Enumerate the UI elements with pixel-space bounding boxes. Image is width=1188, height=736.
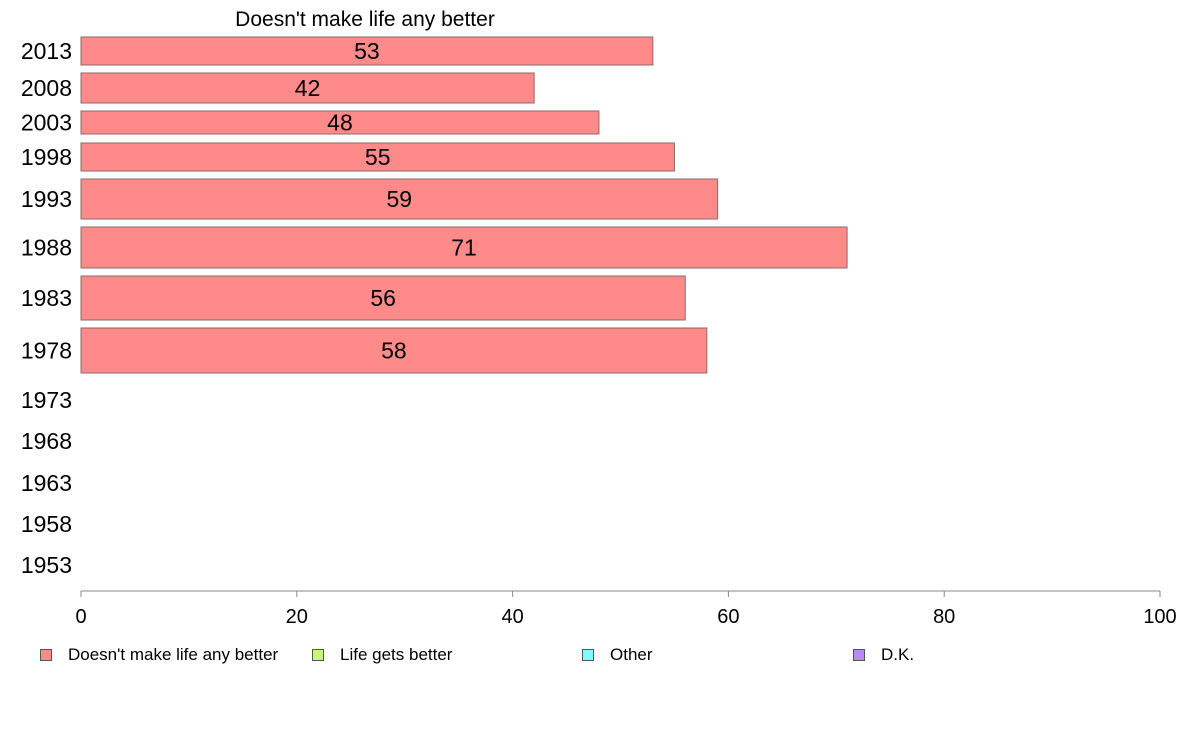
x-tick-label-80: 80 <box>933 606 955 628</box>
x-tick-label-40: 40 <box>501 606 523 628</box>
x-axis: 0 20 40 60 80 100 <box>75 590 1177 628</box>
y-tick-label-1998: 1998 <box>21 144 72 170</box>
y-tick-label-1983: 1983 <box>21 285 72 311</box>
legend-swatch-other <box>582 649 594 661</box>
y-tick-label-2008: 2008 <box>21 75 72 101</box>
y-tick-label-1968: 1968 <box>21 428 72 454</box>
data-label-1983: 56 <box>370 285 396 311</box>
y-tick-label-1973: 1973 <box>21 387 72 413</box>
bar-1993 <box>80 178 719 220</box>
data-label-1993: 59 <box>387 186 413 212</box>
y-tick-label-2003: 2003 <box>21 110 72 136</box>
data-label-1978: 58 <box>381 338 407 364</box>
y-tick-label-2013: 2013 <box>21 38 72 64</box>
bar-1998 <box>80 142 675 172</box>
legend-label-doesnt-make-life-better: Doesn't make life any better <box>68 645 279 664</box>
legend-item-doesnt-make-life-better: Doesn't make life any better <box>40 644 278 666</box>
bar-1983 <box>80 275 686 321</box>
data-label-2013: 53 <box>354 38 380 64</box>
legend-item-life-gets-better: Life gets better <box>312 644 452 666</box>
data-label-1998: 55 <box>365 144 391 170</box>
y-tick-label-1988: 1988 <box>21 235 72 261</box>
legend-swatch-life-gets-better <box>312 649 324 661</box>
y-tick-label-1993: 1993 <box>21 186 72 212</box>
legend-label-life-gets-better: Life gets better <box>340 645 453 664</box>
data-label-2008: 42 <box>295 75 321 101</box>
bar-2013 <box>80 36 654 66</box>
legend-item-other: Other <box>582 644 653 666</box>
bar-2008 <box>80 72 535 104</box>
x-tick-label-100: 100 <box>1143 606 1176 628</box>
y-tick-label-1978: 1978 <box>21 338 72 364</box>
bar-2003 <box>80 110 600 135</box>
x-tick-label-60: 60 <box>717 606 739 628</box>
y-axis-labels: 2013 2008 2003 1998 1993 1988 1983 1978 1973 1968… <box>21 38 72 578</box>
legend: Doesn't make life any better Life gets b… <box>0 644 1188 666</box>
y-tick-label-1963: 1963 <box>21 470 72 496</box>
legend-item-dk: D.K. <box>853 644 914 666</box>
y-tick-label-1958: 1958 <box>21 511 72 537</box>
legend-label-dk: D.K. <box>881 645 915 664</box>
x-tick-label-20: 20 <box>286 606 308 628</box>
data-label-2003: 48 <box>327 110 353 136</box>
bar-1978 <box>80 327 708 374</box>
legend-swatch-dk <box>853 649 865 661</box>
legend-swatch-doesnt-make-life-better <box>40 649 52 661</box>
bar-1988 <box>80 226 848 269</box>
x-tick-label-0: 0 <box>75 606 86 628</box>
y-tick-label-1953: 1953 <box>21 552 72 578</box>
data-label-1988: 71 <box>451 235 477 261</box>
chart-title: Doesn't make life any better <box>235 8 495 31</box>
legend-label-other: Other <box>610 645 653 664</box>
